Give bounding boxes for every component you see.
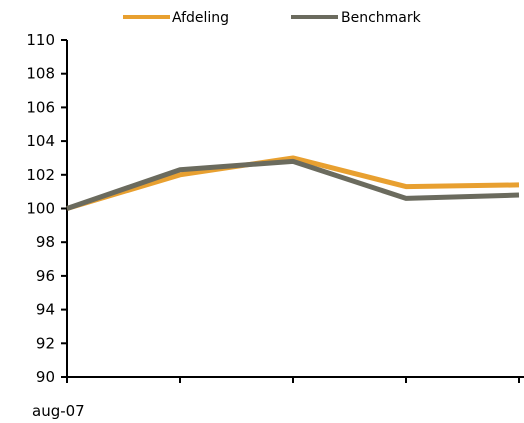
y-tick-label: 106	[26, 98, 55, 116]
y-tick-label: 102	[26, 166, 55, 184]
legend: Afdeling Benchmark	[123, 10, 422, 26]
y-tick-label: 110	[26, 31, 55, 49]
legend-label-afdeling: Afdeling	[172, 10, 229, 26]
y-tick-label: 94	[36, 301, 55, 319]
y-tick-label: 90	[36, 368, 55, 386]
y-tick-label: 98	[36, 233, 55, 251]
legend-label-benchmark: Benchmark	[341, 10, 422, 26]
y-tick-label: 92	[36, 334, 55, 352]
y-tick-label: 108	[26, 65, 55, 83]
y-tick-label: 104	[26, 132, 55, 150]
series-lines	[66, 155, 520, 211]
y-tick-label: 100	[26, 200, 55, 218]
axes: 90 92 94 96 98 100 102 104 106 108 110 aug-07	[26, 31, 524, 420]
x-tick-label: aug-07	[32, 402, 85, 420]
y-tick-label: 96	[36, 267, 55, 285]
